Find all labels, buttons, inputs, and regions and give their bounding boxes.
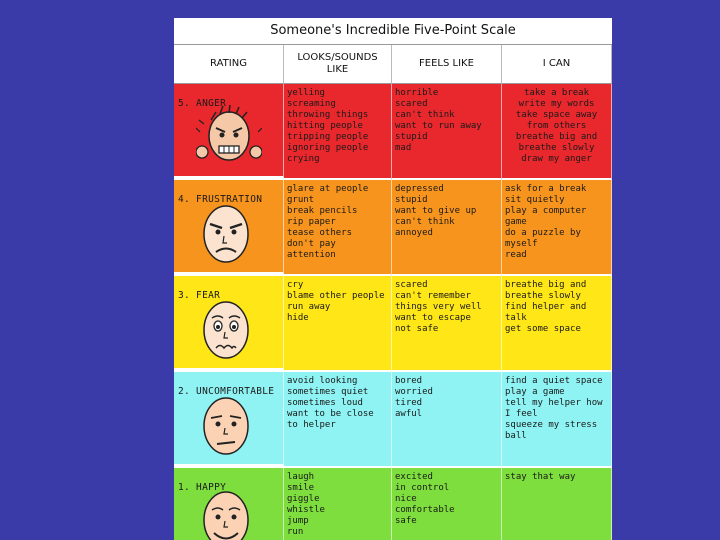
rating-cell: 1. HAPPY <box>174 468 284 540</box>
feels-like-cell: horrible scared can't think want to run … <box>392 84 502 180</box>
looks-sounds-like-cell: yelling screaming throwing things hittin… <box>284 84 392 180</box>
looks-sounds-like-cell: glare at people grunt break pencils rip … <box>284 180 392 276</box>
feels-like-cell: bored worried tired awful <box>392 372 502 468</box>
scale-table: RATING LOOKS/SOUNDS LIKE FEELS LIKE I CA… <box>174 45 612 540</box>
rating-cell: 2. UNCOMFORTABLE <box>174 372 284 466</box>
rating-cell: 3. FEAR <box>174 276 284 370</box>
rating-label: 5. ANGER <box>178 98 227 109</box>
rating-label: 4. FRUSTRATION <box>178 194 263 205</box>
looks-sounds-like-cell: laugh smile giggle whistle jump run <box>284 468 392 540</box>
i-can-cell: ask for a break sit quietly play a compu… <box>502 180 612 276</box>
frustrated-face-icon <box>203 205 249 263</box>
header-looks-sounds-like: LOOKS/SOUNDS LIKE <box>284 45 392 84</box>
five-point-scale-sheet: Someone's Incredible Five-Point Scale RA… <box>174 18 612 540</box>
i-can-cell: stay that way <box>502 468 612 540</box>
feels-like-cell: depressed stupid want to give up can't t… <box>392 180 502 276</box>
i-can-cell: take a break write my words take space a… <box>502 84 612 180</box>
rating-cell: 4. FRUSTRATION <box>174 180 284 274</box>
looks-sounds-like-cell: avoid looking sometimes quiet sometimes … <box>284 372 392 468</box>
angry-face-icon <box>196 104 262 161</box>
happy-face-icon <box>203 491 249 540</box>
rating-label: 3. FEAR <box>178 290 221 301</box>
rating-label: 2. UNCOMFORTABLE <box>178 386 275 397</box>
page-title: Someone's Incredible Five-Point Scale <box>174 18 612 45</box>
feels-like-cell: excited in control nice comfortable safe <box>392 468 502 540</box>
scared-face-icon <box>203 301 249 359</box>
i-can-cell: breathe big and breathe slowly find help… <box>502 276 612 372</box>
rating-label: 1. HAPPY <box>178 482 227 493</box>
rating-cell: 5. ANGER <box>174 84 284 178</box>
uncomfortable-face-icon <box>203 397 249 455</box>
looks-sounds-like-cell: cry blame other people run away hide <box>284 276 392 372</box>
header-i-can: I CAN <box>502 45 612 84</box>
header-feels-like: FEELS LIKE <box>392 45 502 84</box>
i-can-cell: find a quiet space play a game tell my h… <box>502 372 612 468</box>
feels-like-cell: scared can't remember things very well w… <box>392 276 502 372</box>
header-rating: RATING <box>174 45 284 84</box>
